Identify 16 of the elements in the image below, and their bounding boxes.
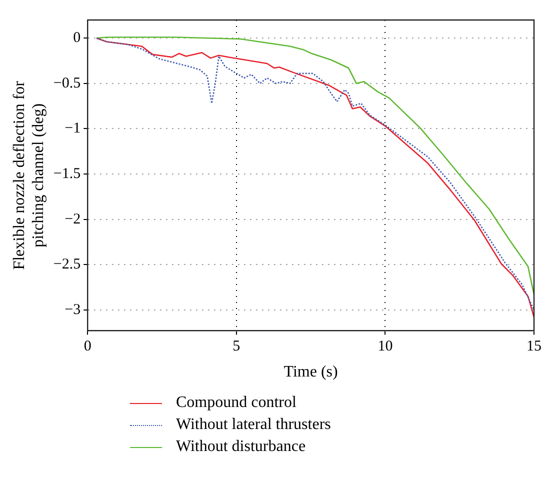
x-tick-label: 5 bbox=[232, 338, 240, 355]
y-tick-label: −1 bbox=[64, 120, 81, 137]
y-axis-title: Flexible nozzle deflection for pitching channel (deg) bbox=[10, 80, 48, 270]
legend-label: Without lateral thrusters bbox=[176, 416, 331, 434]
x-tick-label: 15 bbox=[526, 338, 542, 355]
y-tick-label: −0.5 bbox=[53, 75, 81, 92]
legend-label: Compound control bbox=[176, 394, 296, 412]
y-tick-label: 0 bbox=[73, 30, 81, 46]
y-tick-label: −1.5 bbox=[53, 166, 81, 182]
legend-label: Without disturbance bbox=[176, 438, 306, 456]
y-tick-label: −2.5 bbox=[53, 256, 81, 273]
y-tick-label: −2 bbox=[64, 211, 81, 228]
x-tick-label: 0 bbox=[84, 338, 92, 355]
y-tick-label: −3 bbox=[64, 302, 81, 318]
x-axis-title: Time (s) bbox=[284, 364, 338, 381]
x-tick-label: 10 bbox=[378, 338, 393, 355]
